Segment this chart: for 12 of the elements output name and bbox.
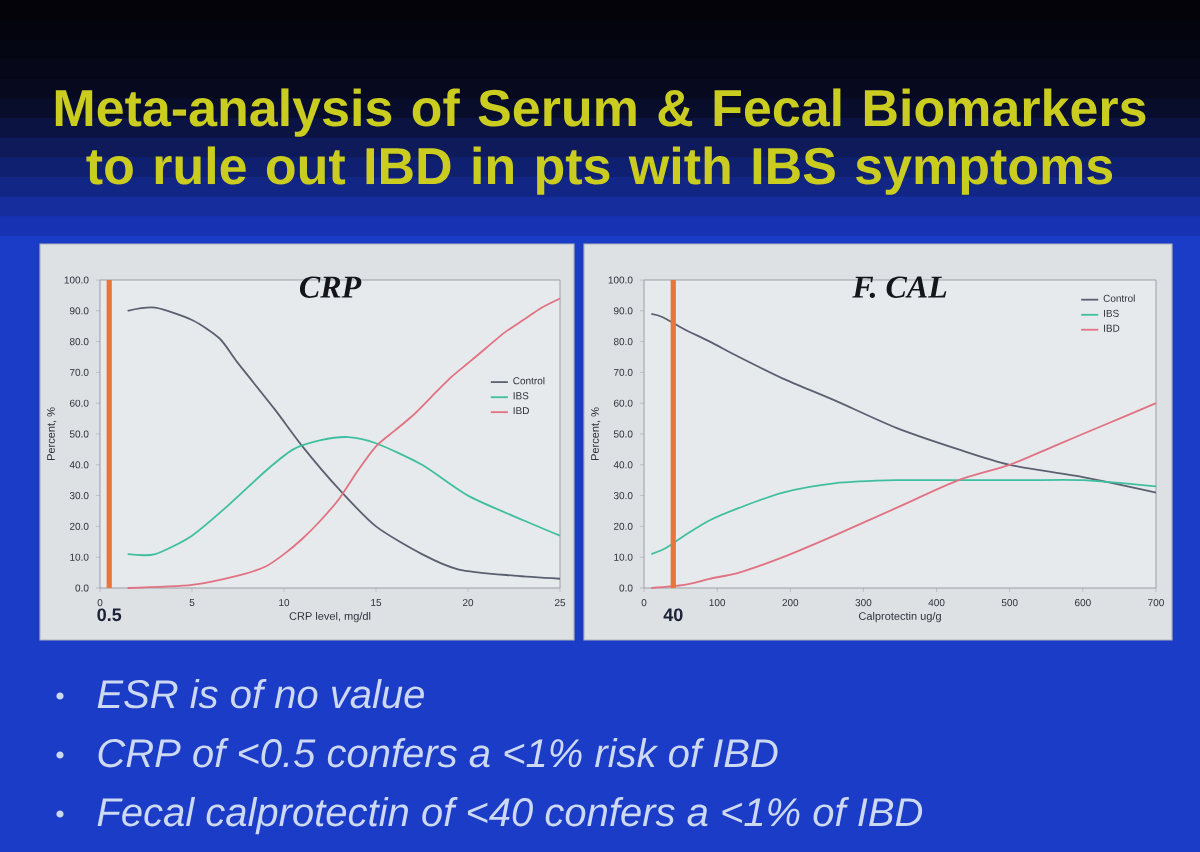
text: Meta-analysis of Serum & Fecal Biomarkers to rule out IBD in pts with IBS symptoms bbox=[55, 88, 1146, 195]
line-series bbox=[650, 402, 1157, 589]
text: ESR is of no value bbox=[97, 679, 424, 709]
line-series bbox=[126, 436, 561, 557]
ref-line-label: 0.5 bbox=[97, 608, 122, 622]
line-series bbox=[650, 478, 1157, 556]
line-series bbox=[650, 312, 1157, 494]
text: Fecal calprotectin of <40 confers a <1% of IBD bbox=[97, 797, 923, 835]
chart-title: F. CAL bbox=[852, 276, 947, 299]
chart-title: CRP bbox=[299, 276, 362, 298]
text: CRP of <0.5 confers a <1% risk of IBD bbox=[98, 738, 778, 768]
ref-line-label: 40 bbox=[663, 608, 683, 622]
